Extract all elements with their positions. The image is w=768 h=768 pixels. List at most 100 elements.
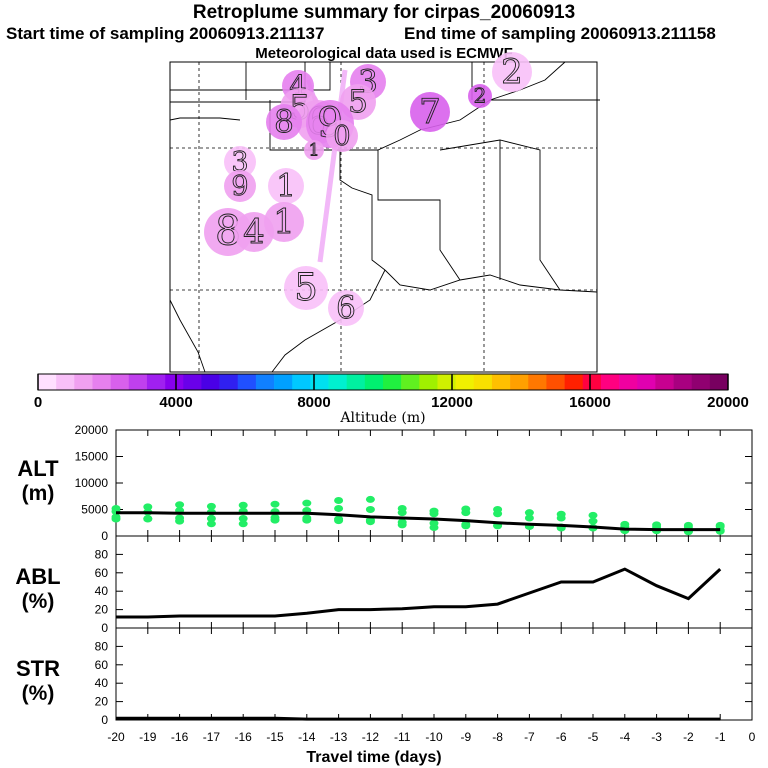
alt-point-upper xyxy=(206,502,216,510)
abl-line xyxy=(116,567,722,619)
plume-marker-label: 1 xyxy=(273,202,295,242)
alt-point-lower xyxy=(206,520,216,528)
y-tick-label: 40 xyxy=(95,676,109,690)
colorbar-swatch xyxy=(346,374,366,390)
plume-marker-label: 4 xyxy=(243,212,265,252)
colorbar-swatch xyxy=(74,374,93,390)
plume-marker-circle xyxy=(264,202,304,242)
alt-point-lower xyxy=(334,517,344,525)
alt-point-lower xyxy=(397,521,407,529)
colorbar-swatch xyxy=(655,374,674,390)
y-tick-label: 20 xyxy=(95,603,109,617)
colorbar-tick-label: 8000 xyxy=(297,394,330,411)
str-line xyxy=(116,716,721,721)
x-tick-label: -15 xyxy=(266,730,284,744)
alt-point-lower xyxy=(270,516,280,524)
colorbar-swatch xyxy=(619,374,638,390)
alt-point-upper xyxy=(175,501,185,509)
state-borders xyxy=(169,61,600,373)
x-tick-label: -16 xyxy=(235,730,253,744)
colorbar-swatch xyxy=(455,374,475,390)
y-tick-label: 80 xyxy=(95,547,109,561)
y-tick-label: 20 xyxy=(95,695,109,709)
alt-point-upper xyxy=(365,495,375,503)
x-tick-label: -11 xyxy=(394,730,411,744)
plume-marker-label: 7 xyxy=(419,92,441,132)
y-tick-label: 0 xyxy=(101,621,108,635)
plume-marker-label: 2 xyxy=(474,84,487,108)
alt-point-lower xyxy=(143,515,153,523)
colorbar-swatch xyxy=(564,374,584,390)
colorbar-swatch xyxy=(274,374,293,390)
plume-marker-label: 5 xyxy=(348,84,368,120)
colorbar-swatch xyxy=(491,374,511,390)
x-tick-label: -3 xyxy=(651,730,662,744)
colorbar-swatch xyxy=(255,374,275,390)
x-tick-label: -4 xyxy=(619,730,630,744)
panel-ylabel-alt: ALT xyxy=(17,456,59,481)
x-tick-label: -6 xyxy=(556,730,567,744)
alt-point-upper xyxy=(238,501,248,509)
alt-point-upper2 xyxy=(397,509,407,517)
met-data-label: Meteorological data used is ECMWF xyxy=(255,45,513,62)
panel-ylabel-abl: ABL xyxy=(15,564,60,589)
altitude-colorbar: 0 4000 8000 12000 16000 20000 Altitude (m) xyxy=(34,373,749,426)
colorbar-swatch xyxy=(419,374,438,390)
colorbar-swatch xyxy=(183,374,202,390)
y-tick-label: 20000 xyxy=(75,423,109,437)
colorbar-tick-label: 4000 xyxy=(159,394,192,411)
colorbar-swatch xyxy=(673,374,692,390)
colorbar-swatch xyxy=(292,374,311,390)
plume-marker-label: 3 xyxy=(231,147,248,178)
colorbar-swatch xyxy=(201,374,220,390)
x-tick-label: -14 xyxy=(298,730,316,744)
plume-marker-circle xyxy=(266,104,302,140)
alt-point-upper2 xyxy=(524,514,534,522)
plume-marker-circle xyxy=(326,120,358,152)
plume-marker-circle xyxy=(268,168,304,204)
retroplume-map: 22345567890139184156 xyxy=(169,52,600,373)
colorbar-swatch xyxy=(56,374,75,390)
x-tick-label: -8 xyxy=(492,730,503,744)
plume-marker-circle xyxy=(224,146,256,178)
y-tick-label: 0 xyxy=(101,713,108,727)
colorbar-swatch xyxy=(92,374,111,390)
plume-marker-circle xyxy=(468,84,492,108)
x-tick-label: -9 xyxy=(460,730,471,744)
y-tick-label: 5000 xyxy=(81,503,108,517)
y-tick-label: 10000 xyxy=(75,476,109,490)
alt-point-upper xyxy=(524,509,534,517)
alt-point-lower xyxy=(111,515,121,523)
plume-marker-label: 9 xyxy=(231,171,248,202)
plume-marker-label: 0 xyxy=(333,121,350,152)
time-series-panels: 05000100001500020000ALT(m)020406080ABL(%… xyxy=(15,423,755,766)
plume-marker-circle xyxy=(328,290,364,326)
colorbar-tick-label: 12000 xyxy=(431,394,473,411)
x-tick-label: -2 xyxy=(683,730,694,744)
panel-yunit-alt: (m) xyxy=(22,482,55,505)
x-tick-label: -20 xyxy=(107,730,125,744)
alt-point-lower2 xyxy=(206,515,216,523)
x-tick-label: -12 xyxy=(362,730,380,744)
alt-point-upper2 xyxy=(461,509,471,517)
panel-ylabel-str: STR xyxy=(16,656,60,681)
alt-point-lower xyxy=(238,520,248,528)
panel-frame-str xyxy=(115,627,753,721)
y-tick-label: 0 xyxy=(101,529,108,543)
plume-marker-circle xyxy=(284,266,328,310)
x-tick-label: -7 xyxy=(524,730,535,744)
panel-frame-abl xyxy=(115,535,753,629)
alt-point-upper xyxy=(302,499,312,507)
plume-markers: 22345567890139184156 xyxy=(204,52,532,326)
alt-point-upper2 xyxy=(556,514,566,522)
plume-marker-label: 1 xyxy=(309,141,320,161)
colorbar-swatch xyxy=(364,374,384,390)
colorbar-swatch xyxy=(473,374,493,390)
alt-point-lower xyxy=(461,522,471,530)
plume-marker-label: 8 xyxy=(274,104,294,140)
colorbar-swatch xyxy=(691,374,711,390)
x-tick-label: -10 xyxy=(425,730,443,744)
x-tick-label: -17 xyxy=(203,730,221,744)
alt-point-upper2 xyxy=(429,510,439,518)
